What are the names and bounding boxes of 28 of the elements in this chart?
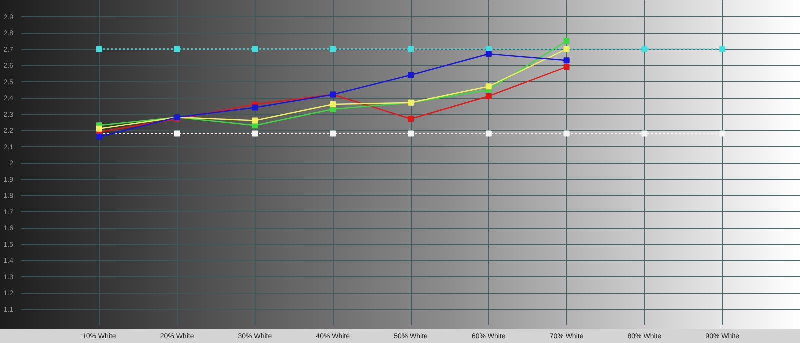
point: [642, 130, 648, 137]
point: [408, 130, 414, 137]
point: [408, 116, 414, 122]
point: [252, 130, 258, 137]
point: [330, 130, 336, 137]
point: [408, 72, 414, 78]
point: [486, 51, 492, 58]
point: [564, 130, 570, 137]
point: [408, 46, 414, 52]
point: [174, 46, 180, 52]
point: [96, 134, 102, 140]
point: [252, 118, 258, 124]
point: [720, 46, 726, 52]
point: [720, 130, 726, 137]
point: [330, 102, 336, 108]
point: [642, 46, 648, 52]
point: [330, 46, 336, 52]
point: [564, 64, 570, 70]
point: [486, 130, 492, 137]
point: [564, 38, 570, 44]
point: [252, 104, 258, 111]
point: [96, 46, 102, 52]
point: [96, 126, 102, 132]
point: [174, 130, 180, 137]
point: [486, 84, 492, 90]
point: [252, 46, 258, 52]
point: [564, 58, 570, 64]
point: [486, 93, 492, 100]
